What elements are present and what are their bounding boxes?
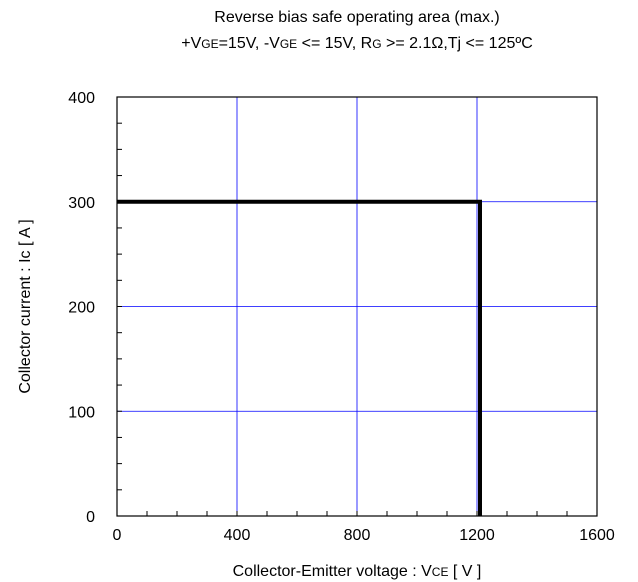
y-tick-labels: 0 100 200 300 400 [68, 90, 95, 526]
subtitle-part-1: +V [181, 35, 202, 52]
plot-frame [116, 96, 598, 517]
x-axis-label: Collector-Emitter voltage : VCE [ V ] [233, 563, 482, 580]
x-tick-label-0: 0 [113, 527, 122, 544]
x-tick-labels: 0 400 800 1200 1600 [113, 527, 615, 544]
subtitle-part-3: <= 15V, R [297, 35, 373, 52]
x-tick-label-800: 800 [344, 527, 371, 544]
y-axis-label: Collector current : Ic [ A ] [17, 219, 34, 393]
x-axis-label-main: Collector-Emitter voltage : V [233, 563, 433, 580]
x-tick-label-400: 400 [224, 527, 251, 544]
grid [117, 97, 597, 516]
series-line-0 [117, 199, 482, 516]
subtitle-part-2: =15V, -V [218, 35, 280, 52]
x-axis-label-sub: CE [432, 565, 449, 579]
y-tick-label-200: 200 [68, 300, 95, 317]
y-tick-label-100: 100 [68, 404, 95, 421]
y-tick-label-300: 300 [68, 195, 95, 212]
minor-ticks [117, 122, 568, 516]
subtitle-part-4: >= 2.1Ω,Tj <= 125ºC [381, 35, 533, 52]
subtitle-sub-2: GE [279, 37, 298, 51]
chart-subtitle: +VGE=15V, -VGE <= 15V, RG >= 2.1Ω,Tj <= … [117, 34, 597, 54]
y-tick-label-0: 0 [86, 509, 95, 526]
x-tick-label-1600: 1600 [579, 527, 615, 544]
series-group [117, 199, 482, 516]
y-tick-label-400: 400 [68, 90, 95, 107]
subtitle-sub-3: G [372, 37, 382, 51]
chart-title: Reverse bias safe operating area (max.) [214, 9, 500, 26]
x-axis-label-unit: [ V ] [448, 563, 481, 580]
subtitle-sub-1: GE [201, 37, 219, 51]
x-tick-label-1200: 1200 [459, 527, 495, 544]
